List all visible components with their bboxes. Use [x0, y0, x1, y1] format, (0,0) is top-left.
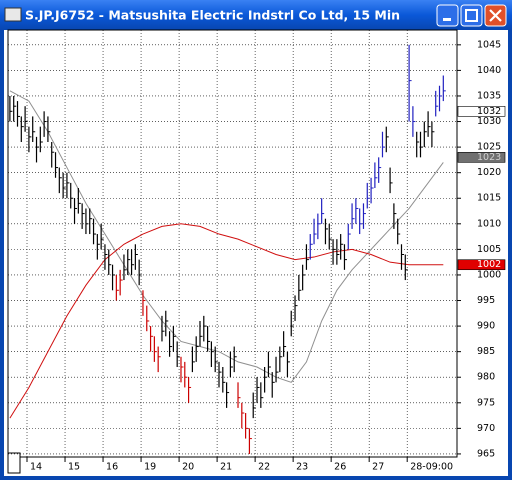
y-tick-label: 990 — [477, 321, 495, 332]
y-tick-label: 1020 — [477, 167, 501, 178]
minimize-button[interactable] — [436, 4, 459, 27]
x-tick-label: 14 — [30, 462, 42, 473]
x-tick-label: 27 — [372, 462, 384, 473]
corner-box[interactable] — [7, 452, 21, 474]
plot-area — [7, 29, 458, 458]
close-icon — [489, 9, 502, 22]
maximize-button[interactable] — [460, 4, 483, 27]
y-tick-label: 985 — [477, 346, 495, 357]
y-tick-label: 965 — [477, 448, 495, 459]
plot: 965 970 975 980 985 990 995 1000 1005 1010 1015 102… — [8, 30, 506, 473]
minimize-icon — [443, 18, 451, 21]
x-tick-label: 16 — [106, 462, 118, 473]
y-tick-label: 1015 — [477, 193, 501, 204]
y-tick-label: 975 — [477, 397, 495, 408]
moving-average — [9, 90, 444, 383]
price-label-box — [457, 152, 506, 163]
y-tick-label: 995 — [477, 295, 495, 306]
y-tick-label: 1010 — [477, 218, 501, 229]
y-tick-label: 1040 — [477, 65, 501, 76]
y-tick-label: 1030 — [477, 116, 501, 127]
y-tick-label: 1035 — [477, 90, 501, 101]
price-label-box — [457, 106, 506, 117]
price-label-box — [457, 259, 506, 271]
x-tick-label: 19 — [144, 462, 156, 473]
window-buttons[interactable] — [436, 4, 507, 27]
y-tick-label: 980 — [477, 372, 495, 383]
y-tick-label: 1025 — [477, 142, 501, 153]
x-tick-label: 20 — [182, 462, 194, 473]
x-tick-label: 21 — [220, 462, 232, 473]
x-tick-label: 15 — [68, 462, 80, 473]
price-label: 1032 — [477, 106, 501, 117]
x-tick-label: 26 — [334, 462, 346, 473]
price-label: 1002 — [477, 259, 501, 270]
moving-average — [9, 223, 444, 419]
window-title: S.JP.J6752 - Matsushita Electric Indstrl… — [25, 8, 400, 23]
x-tick-label: 23 — [296, 462, 308, 473]
x-tick-label: 28-09:00 — [410, 462, 453, 473]
maximize-icon — [465, 9, 478, 22]
price-label: 1023 — [477, 152, 501, 163]
x-tick-label: 22 — [258, 462, 270, 473]
y-tick-label: 1000 — [477, 269, 501, 280]
app-icon — [4, 7, 22, 22]
y-tick-label: 1005 — [477, 244, 501, 255]
title-bar — [0, 0, 512, 30]
y-tick-label: 970 — [477, 423, 495, 434]
y-tick-label: 1045 — [477, 39, 501, 50]
